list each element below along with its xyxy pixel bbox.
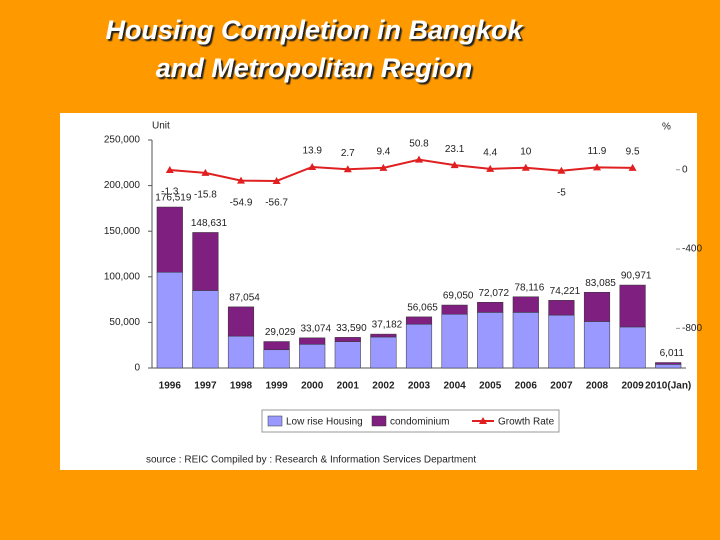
x-tick-label: 2002 (372, 381, 395, 392)
x-tick-label: 1998 (230, 381, 253, 392)
x-tick-label: 2007 (550, 381, 573, 392)
x-tick-label: 1997 (194, 381, 217, 392)
growth-line (169, 158, 633, 182)
legend-label: condominium (390, 417, 449, 428)
x-tick-label: 2009 (621, 381, 644, 392)
x-tick-label: 2010(Jan) (645, 381, 691, 392)
slide-title: Housing Completion in Bangkok (106, 15, 525, 45)
total-label: 74,221 (550, 286, 581, 297)
bar-segment (655, 364, 682, 369)
total-label: 87,054 (229, 292, 260, 303)
y-tick-label: 100,000 (104, 271, 141, 282)
y-tick-label: 200,000 (104, 180, 141, 191)
y2-tick-label: 0 (682, 164, 688, 175)
bar-segment (299, 344, 326, 369)
growth-label: 10 (520, 146, 532, 157)
total-label: 69,050 (443, 291, 474, 302)
bar-segment (477, 312, 504, 369)
y-tick-label: 250,000 (104, 135, 141, 146)
growth-label: -56.7 (265, 198, 288, 209)
bar-segment (156, 206, 183, 273)
legend-swatch (479, 417, 487, 424)
bar-segment (477, 302, 504, 313)
growth-label: 50.8 (409, 138, 429, 149)
x-tick-label: 2003 (408, 381, 431, 392)
bar-segment (227, 306, 255, 337)
bar-segment (512, 312, 539, 369)
bar-segment (512, 296, 539, 313)
y-tick-label: 50,000 (109, 317, 140, 328)
bar-segment (370, 336, 397, 369)
y-unit: Unit (152, 121, 170, 132)
bar-segment (583, 321, 611, 369)
bar-segment (263, 349, 290, 369)
total-label: 90,971 (621, 271, 652, 282)
legend-label: Low rise Housing (286, 417, 363, 428)
legend-swatch (267, 415, 283, 427)
bar-segment (548, 300, 575, 316)
legend-box (261, 409, 560, 433)
growth-label: -15.8 (194, 190, 217, 201)
total-label: 29,029 (265, 327, 296, 338)
x-tick-label: 1996 (159, 381, 182, 392)
total-label: 78,116 (514, 282, 544, 293)
bar-segment (227, 335, 255, 369)
total-label: 56,065 (407, 303, 438, 314)
x-tick-label: 2006 (515, 381, 538, 392)
x-tick-label: 2004 (443, 381, 466, 392)
bar-segment (441, 313, 468, 369)
growth-label: 23.1 (445, 144, 465, 155)
legend-label: Growth Rate (498, 417, 555, 428)
growth-label: 9.4 (376, 147, 390, 158)
bar-segment (405, 316, 433, 325)
x-tick-label: 2000 (301, 381, 324, 392)
bar-segment (655, 362, 682, 365)
bar-segment (192, 232, 219, 291)
bar-segment (263, 341, 290, 351)
total-label: 37,182 (372, 320, 403, 331)
growth-label: 9.5 (626, 146, 640, 157)
total-label: 148,631 (191, 218, 228, 229)
bar-segment (334, 341, 361, 369)
total-label: 83,085 (585, 278, 616, 289)
growth-label: -5 (557, 187, 566, 198)
bar-segment (619, 326, 646, 369)
bar-segment (619, 284, 646, 328)
bar-segment (441, 304, 468, 315)
bar-segment (583, 291, 611, 322)
bar-segment (334, 337, 361, 342)
total-label: 72,072 (478, 288, 509, 299)
growth-label: 2.7 (341, 148, 355, 159)
bar-segment (405, 323, 433, 369)
bar-segment (156, 271, 183, 369)
source: source : REIC Compiled by : Research & I… (146, 455, 476, 466)
total-label: 176,519 (155, 193, 192, 204)
x-tick-label: 2005 (479, 381, 502, 392)
x-tick-label: 1999 (265, 381, 288, 392)
growth-label: 11.9 (588, 146, 607, 157)
y-tick-label: 0 (134, 363, 140, 374)
y2-tick-label: -400 (682, 244, 702, 255)
growth-label: 4.4 (483, 148, 497, 159)
y-tick-label: 150,000 (104, 226, 141, 237)
bar-segment (299, 337, 326, 345)
bar-segment (548, 314, 575, 369)
growth-label: -1.3 (161, 187, 179, 198)
x-tick-label: 2001 (337, 381, 360, 392)
legend-swatch (371, 415, 387, 427)
y2-tick-label: -800 (682, 323, 702, 334)
total-label: 33,074 (300, 323, 331, 334)
slide-title: and Metropolitan Region (156, 53, 473, 83)
total-label: 33,590 (336, 323, 367, 334)
growth-label: -54.9 (230, 197, 253, 208)
bar-segment (370, 333, 397, 338)
bar-segment (192, 290, 219, 369)
line-marker (165, 165, 174, 173)
total-label: 6,011 (660, 348, 685, 359)
y2-unit: % (662, 122, 671, 133)
x-tick-label: 2008 (586, 381, 609, 392)
growth-label: 13.9 (302, 146, 322, 157)
